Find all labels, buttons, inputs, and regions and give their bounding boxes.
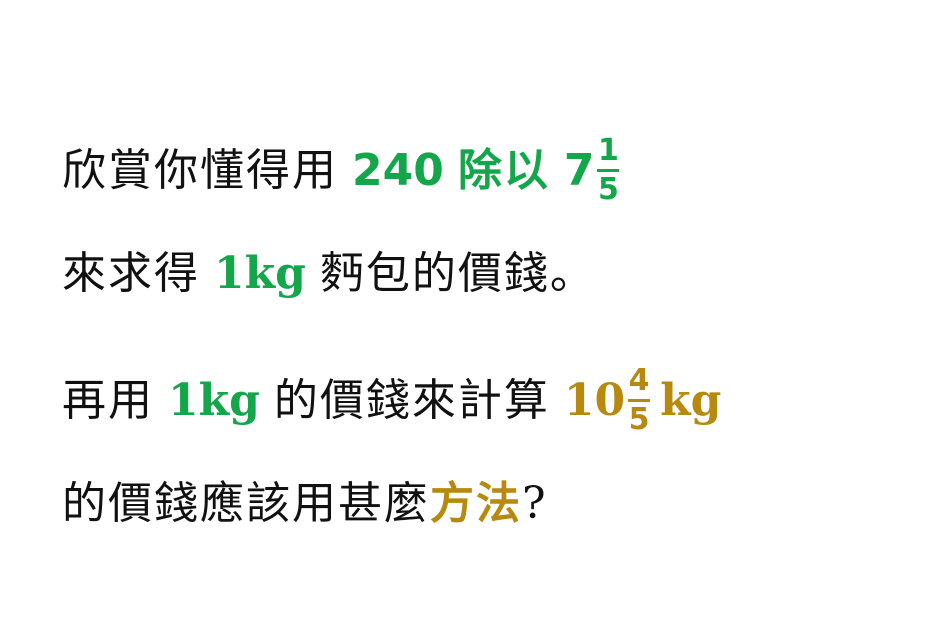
fraction-bar — [628, 399, 651, 402]
numerator: 1 — [598, 133, 619, 168]
line-2-text-before: 來求得 — [62, 248, 200, 299]
unit-1kg: 1kg — [168, 374, 260, 426]
denominator: 5 — [628, 402, 650, 437]
unit-kg: kg — [660, 374, 722, 426]
line-1: 欣賞你懂得用 240 除以 7 1 5 — [62, 136, 620, 205]
line-1-text: 欣賞你懂得用 — [62, 144, 338, 196]
question-mark: ? — [522, 478, 548, 529]
mixed-number-10-4-5: 10 4 5 kg — [564, 366, 722, 435]
unit-1kg: 1kg — [214, 248, 306, 299]
fraction: 4 5 — [628, 363, 651, 437]
line-4: 的價錢應該用甚麼 方法 ? — [62, 482, 548, 526]
mixed-whole: 10 — [563, 374, 626, 426]
number-240: 240 — [352, 144, 444, 196]
method-word: 方法 — [430, 478, 522, 529]
line-3-text-before: 再用 — [62, 374, 154, 426]
fraction-bar — [597, 169, 620, 172]
numerator: 4 — [628, 363, 650, 398]
fraction: 1 5 — [597, 133, 620, 207]
mixed-whole: 7 — [563, 144, 595, 196]
line-4-text-before: 的價錢應該用甚麼 — [62, 478, 430, 529]
line-3: 再用 1kg 的價錢來計算 10 4 5 kg — [62, 366, 721, 435]
divide-word: 除以 — [457, 144, 550, 196]
line-2-text-after: 麪包的價錢。 — [319, 248, 596, 299]
mixed-number-7-1-5: 7 1 5 — [564, 136, 620, 205]
line-3-text-middle: 的價錢來計算 — [273, 374, 550, 426]
line-2: 來求得 1kg 麪包的價錢。 — [62, 252, 596, 296]
denominator: 5 — [598, 172, 619, 207]
